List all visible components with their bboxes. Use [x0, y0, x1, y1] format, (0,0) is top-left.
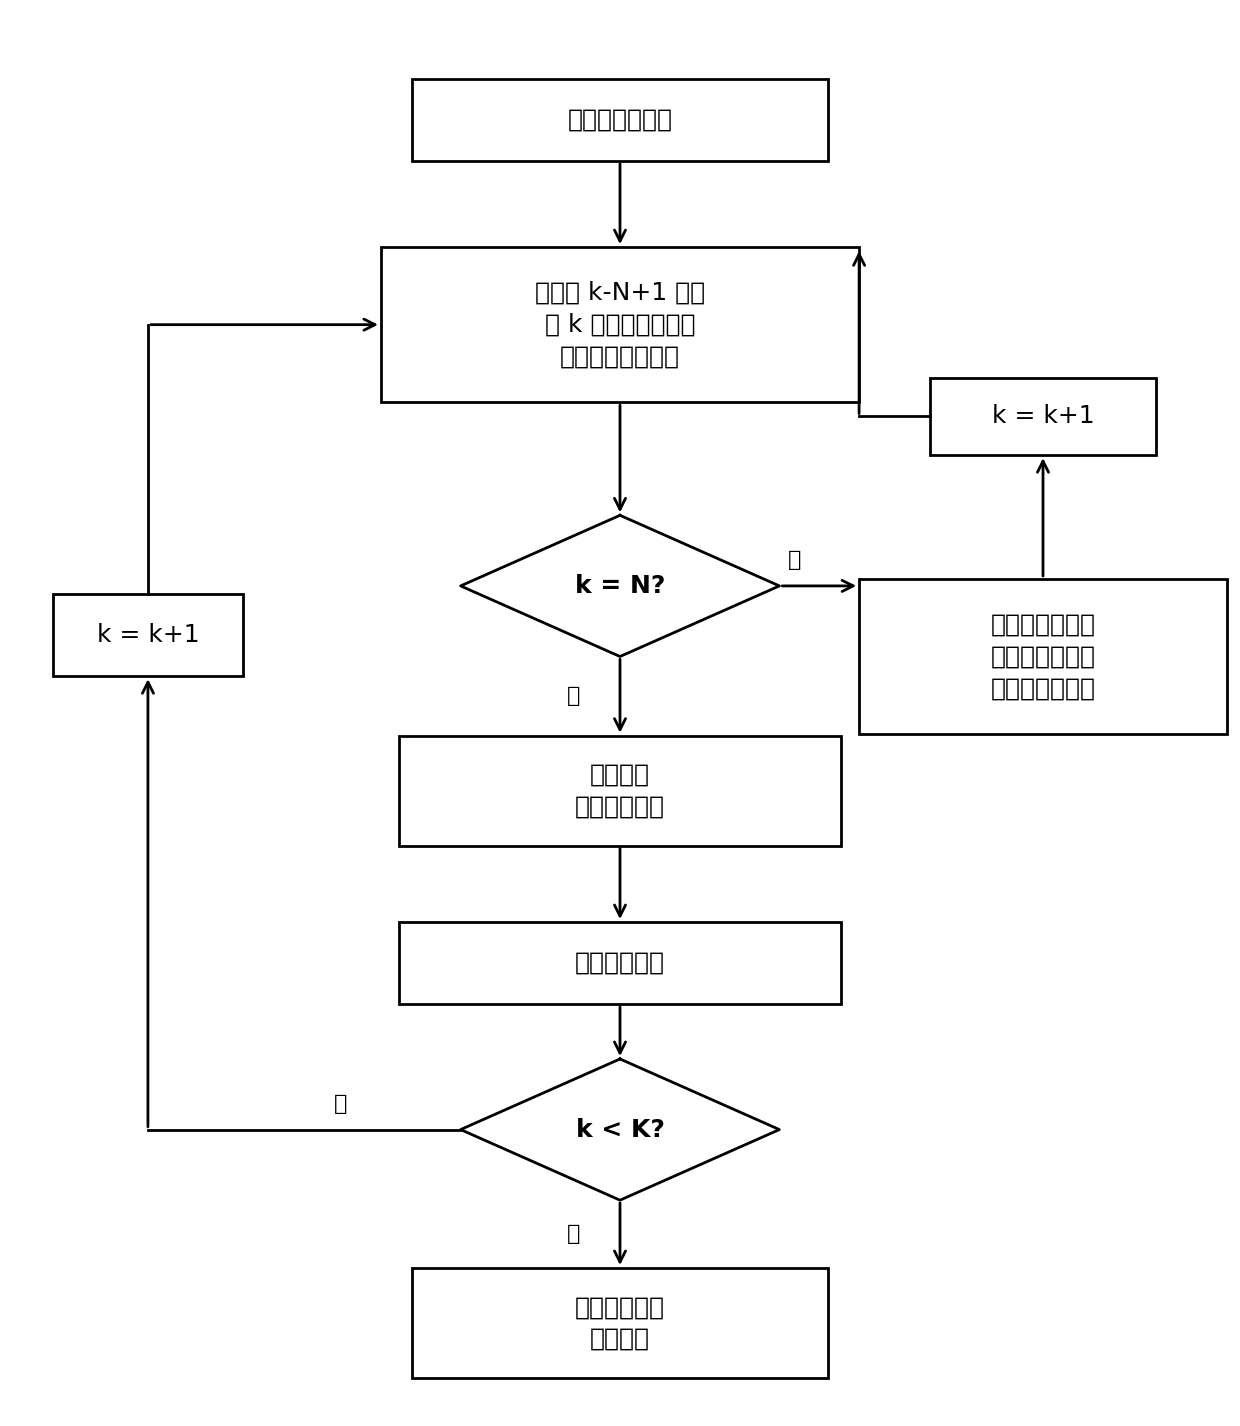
Text: k = k+1: k = k+1: [97, 623, 200, 647]
Text: k = k+1: k = k+1: [992, 405, 1095, 428]
FancyBboxPatch shape: [53, 595, 243, 676]
Text: k = N?: k = N?: [575, 573, 665, 597]
FancyBboxPatch shape: [930, 378, 1157, 455]
FancyBboxPatch shape: [859, 579, 1226, 734]
FancyBboxPatch shape: [399, 736, 841, 846]
Text: 完成所有目标
状态更新: 完成所有目标 状态更新: [575, 1295, 665, 1350]
FancyBboxPatch shape: [412, 1268, 828, 1378]
Text: 是: 是: [789, 550, 801, 570]
Text: 否: 否: [567, 686, 580, 706]
Text: 平滑滤波处理: 平滑滤波处理: [575, 951, 665, 975]
Text: 是: 是: [335, 1094, 347, 1114]
Text: 否: 否: [567, 1224, 580, 1243]
FancyBboxPatch shape: [399, 923, 841, 1004]
Text: 初始化系统参数: 初始化系统参数: [568, 108, 672, 133]
Text: 初始化增广目标
状态估计值及其
误差协方差矩阵: 初始化增广目标 状态估计值及其 误差协方差矩阵: [991, 613, 1095, 700]
Text: 点迹序列
噪声白化处理: 点迹序列 噪声白化处理: [575, 763, 665, 819]
FancyBboxPatch shape: [381, 247, 859, 402]
Text: k < K?: k < K?: [575, 1118, 665, 1142]
Text: 读取第 k-N+1 帧至
第 k 帧回波数据进行
多帧联合检测处理: 读取第 k-N+1 帧至 第 k 帧回波数据进行 多帧联合检测处理: [534, 281, 706, 368]
FancyBboxPatch shape: [412, 78, 828, 161]
